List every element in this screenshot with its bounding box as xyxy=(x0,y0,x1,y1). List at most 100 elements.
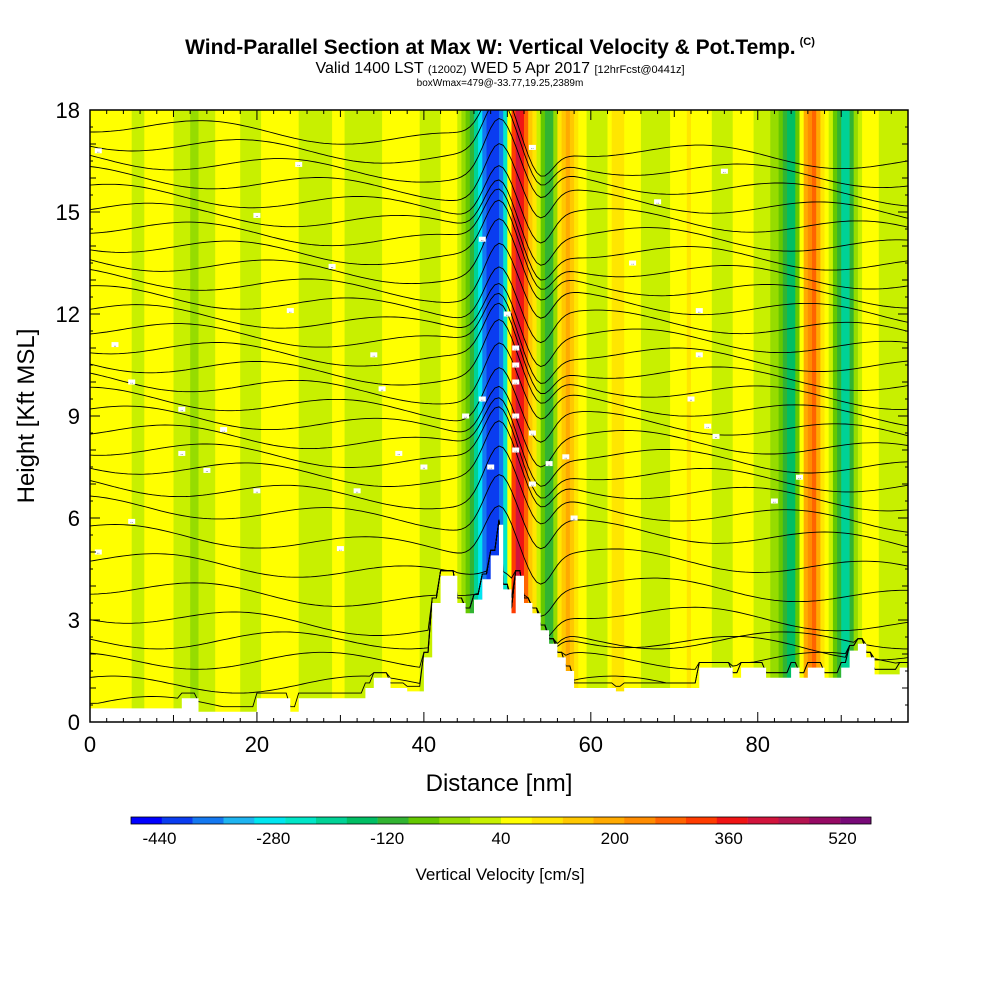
contour-label: .. xyxy=(698,308,701,314)
w-band xyxy=(315,110,321,722)
theta-contour xyxy=(90,242,908,323)
w-band xyxy=(595,110,600,722)
contour-label: .. xyxy=(514,363,517,369)
y-axis: 0 3 6 9 12 15 18 xyxy=(56,98,908,735)
w-band xyxy=(261,110,266,722)
theta-contour xyxy=(90,302,908,394)
w-band xyxy=(119,110,124,722)
theta-contour xyxy=(90,385,908,468)
w-band xyxy=(582,110,588,722)
w-band xyxy=(540,110,546,722)
contour-label: .. xyxy=(397,451,400,457)
w-band xyxy=(236,110,241,722)
x-tick-label: 40 xyxy=(412,732,436,757)
contour-label: .. xyxy=(114,342,117,348)
w-band xyxy=(373,110,379,722)
w-band xyxy=(553,110,559,722)
contour-label-box xyxy=(128,379,136,385)
colorbar-swatch xyxy=(809,817,841,824)
w-band xyxy=(820,110,826,722)
w-band xyxy=(378,110,383,722)
w-band xyxy=(307,110,312,722)
colorbar-swatch xyxy=(439,817,471,824)
y-tick-label: 6 xyxy=(68,506,80,531)
contour-label: .. xyxy=(222,427,225,433)
w-band xyxy=(757,110,763,722)
contour-label: .. xyxy=(206,468,209,474)
w-band xyxy=(732,110,738,722)
w-band xyxy=(503,110,508,722)
theta-contour xyxy=(90,199,908,290)
w-band xyxy=(716,110,721,722)
w-band xyxy=(365,110,371,722)
w-band xyxy=(135,110,141,722)
theta-contour xyxy=(90,165,908,244)
theta-contour xyxy=(90,218,908,309)
contour-label-box xyxy=(720,168,728,174)
contour-label-box xyxy=(478,236,486,242)
contour-label: .. xyxy=(514,380,517,386)
w-band xyxy=(849,110,855,722)
w-band xyxy=(607,110,613,722)
w-band xyxy=(557,110,563,722)
w-band xyxy=(407,110,412,722)
w-band xyxy=(131,110,137,722)
contour-label: .. xyxy=(698,353,701,359)
contour-label: .. xyxy=(130,380,133,386)
contour-label-box xyxy=(570,515,578,521)
theta-contour xyxy=(90,519,908,617)
w-band xyxy=(436,110,442,722)
colorbar-swatch xyxy=(408,817,440,824)
w-band xyxy=(231,110,237,722)
theta-contour xyxy=(90,318,908,410)
w-band xyxy=(528,110,533,722)
theta-contour xyxy=(90,420,908,512)
w-band xyxy=(778,110,784,722)
contour-label-box xyxy=(695,308,703,314)
contour-label-box xyxy=(695,352,703,358)
colorbar-swatch xyxy=(593,817,625,824)
contour-label-box xyxy=(295,161,303,167)
colorbar-tick-label: -280 xyxy=(256,829,290,848)
terrain xyxy=(90,524,908,722)
w-band xyxy=(749,110,755,722)
w-band xyxy=(394,110,400,722)
w-band xyxy=(720,110,725,722)
y-axis-title: Height [Kft MSL] xyxy=(13,329,40,504)
w-band xyxy=(507,110,513,722)
w-band xyxy=(578,110,584,722)
contour-label: .. xyxy=(256,213,259,219)
w-band xyxy=(653,110,659,722)
theta-contour xyxy=(90,143,908,219)
w-band xyxy=(703,110,709,722)
contour-label: .. xyxy=(423,465,426,471)
contour-label-box xyxy=(629,260,637,266)
contour-label-box xyxy=(128,518,136,524)
contour-label-box xyxy=(94,148,102,154)
contour-label-box xyxy=(528,144,536,150)
colorbar-tick-label: -440 xyxy=(142,829,176,848)
contour-label-box xyxy=(353,488,361,494)
theta-contour xyxy=(90,292,908,384)
contour-label-box xyxy=(478,396,486,402)
w-band xyxy=(774,110,780,722)
w-band xyxy=(474,110,479,722)
w-band xyxy=(415,110,421,722)
colorbar-frame xyxy=(130,816,872,825)
colorbar-tick-label: 520 xyxy=(828,829,856,848)
w-band xyxy=(144,110,150,722)
colorbar-swatch xyxy=(285,817,317,824)
w-band xyxy=(432,110,437,722)
w-band xyxy=(386,110,392,722)
w-band xyxy=(357,110,362,722)
contour-label: .. xyxy=(690,397,693,403)
contour-label-box xyxy=(528,430,536,436)
colorbar-swatch xyxy=(778,817,810,824)
w-band xyxy=(215,110,220,722)
w-band xyxy=(194,110,200,722)
contour-label: .. xyxy=(514,346,517,352)
w-band xyxy=(707,110,713,722)
w-band xyxy=(102,110,108,722)
contour-label-box xyxy=(512,413,520,419)
